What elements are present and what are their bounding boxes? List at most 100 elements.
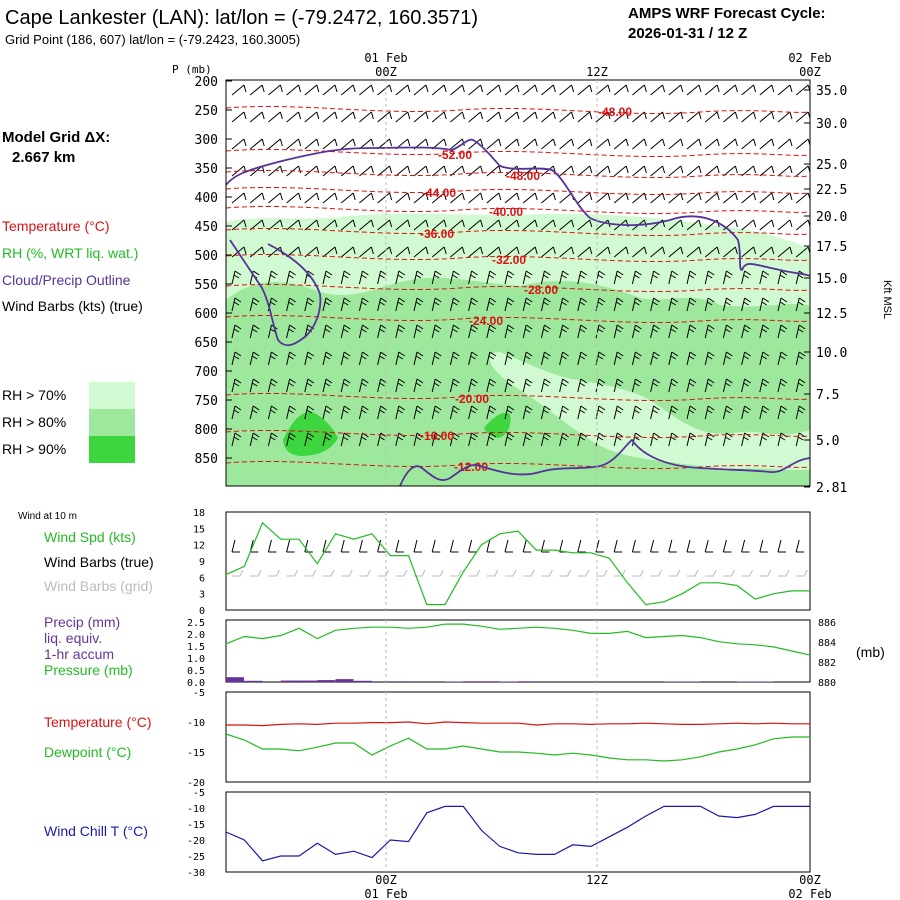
wind-barb: [741, 324, 751, 339]
wind-barb: [449, 405, 460, 420]
wind-barb-grid: [323, 569, 335, 577]
wind-barb: [777, 138, 793, 150]
wind-barb-true: [650, 539, 659, 553]
wind-tick: 15: [193, 524, 205, 535]
wind-barb: [249, 246, 265, 258]
wind-barb: [650, 405, 660, 420]
wind-barb: [468, 165, 484, 177]
wind-barb: [322, 246, 338, 258]
rh-legend-swatch: [89, 409, 135, 436]
wind-barb: [686, 324, 697, 339]
time-top-hour: 00Z: [375, 65, 397, 79]
wind-barb: [559, 378, 569, 393]
wind-barb: [668, 405, 679, 420]
wind-barb: [395, 219, 411, 231]
wind-barb: [650, 165, 666, 177]
pressure-tick: 750: [195, 394, 218, 409]
wind-barb: [522, 297, 533, 312]
wind-barb: [632, 138, 647, 150]
wind-barb: [486, 297, 497, 312]
wind-barb: [650, 324, 660, 339]
wind-barb: [650, 246, 666, 258]
wind-barb: [231, 192, 247, 204]
precip-label: Precip (mm): [44, 614, 120, 630]
precip-bar: [390, 681, 409, 682]
wind-barb: [668, 219, 684, 231]
wind-barb: [377, 192, 393, 204]
wind-barb: [541, 138, 556, 150]
wind-barb: [486, 432, 497, 447]
wind-barb: [304, 351, 315, 366]
rh-90-region: [283, 411, 338, 456]
wind-barb-grid: [705, 569, 717, 577]
wind-barb: [413, 324, 424, 339]
wind-chill-line: [225, 805, 810, 862]
wind-chill-tick: -30: [187, 868, 205, 879]
wind-barb: [267, 432, 278, 447]
pressure-line: [225, 623, 811, 656]
wind-barb: [231, 270, 242, 285]
temperature-contour-label: -48.00: [598, 105, 632, 119]
temperature-contour-line: [226, 283, 810, 293]
wind-tick: 0: [199, 606, 205, 617]
wind-barb-true: [522, 539, 532, 553]
wind-barb: [759, 378, 770, 393]
wind-barb: [304, 138, 320, 150]
precip-bar: [226, 677, 244, 682]
wind-barb: [668, 270, 679, 285]
temperature-contours: -48.00 -52.00 -48.00 -44.00 -40.00 -36.00 -32.…: [226, 105, 810, 474]
wind-barb: [431, 165, 447, 177]
wind-barb: [559, 270, 569, 285]
wind-barb: [286, 351, 296, 366]
wind-barb: [486, 192, 502, 204]
wind-barb: [577, 297, 588, 312]
pressure-tick: 882: [818, 658, 836, 669]
wind-barb: [231, 297, 242, 312]
legend-rh: RH (%, WRT liq. wat.): [2, 245, 138, 261]
wind-barb: [468, 219, 484, 231]
wind-barb: [322, 84, 338, 96]
wind-barb: [359, 111, 374, 123]
pressure-tick: 886: [818, 618, 836, 629]
wind-barb: [267, 270, 278, 285]
wind-barb: [650, 297, 660, 312]
wind-barb: [577, 405, 588, 420]
wind-barb: [686, 297, 697, 312]
wind-barb: [231, 138, 247, 150]
wind-barb: [759, 84, 775, 96]
wind-barb: [741, 378, 751, 393]
wind-barb: [413, 84, 429, 96]
wind-barb: [668, 192, 684, 204]
wind-barb: [267, 351, 278, 366]
precip-bar: [518, 681, 536, 682]
wind-barb: [304, 297, 315, 312]
wind-barb: [286, 219, 302, 231]
pressure-tick: 800: [195, 423, 218, 438]
temp-tick: -5: [193, 688, 205, 699]
precip-bar: [335, 679, 354, 682]
wind-barb: [631, 351, 642, 366]
wind-barb: [722, 405, 733, 420]
wind-barb: [304, 84, 320, 96]
time-top-day: 01 Feb: [364, 51, 407, 65]
wind-barb: [522, 192, 538, 204]
wind-barb: [741, 192, 757, 204]
wind-barb: [450, 111, 465, 123]
wind-barb: [686, 165, 702, 177]
wind-barb: [340, 84, 356, 96]
wind-barb: [741, 405, 751, 420]
wind-barb-grid: [450, 569, 462, 577]
wind-barb: [522, 138, 538, 150]
wind-barb: [795, 351, 806, 366]
wind-barb: [304, 378, 315, 393]
wind-barb: [486, 405, 497, 420]
precip-bar: [299, 680, 317, 682]
temperature-contour-label: -40.00: [489, 205, 523, 219]
wind-barb: [431, 378, 442, 393]
wind-barb: [468, 378, 478, 393]
wind-barb-grid: [395, 569, 408, 577]
wind-barb: [522, 378, 533, 393]
wind-barb: [686, 246, 702, 258]
wind-barb-grid: [723, 569, 735, 577]
pressure-tick: 500: [195, 249, 218, 264]
